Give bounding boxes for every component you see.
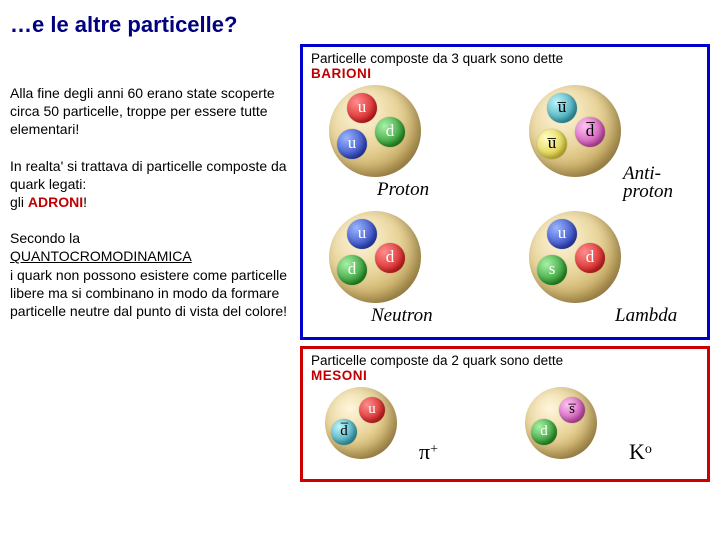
antiproton-label-2: proton <box>623 181 673 203</box>
para-adroni-prefix: gli <box>10 194 28 210</box>
keyword-qcd: QUANTOCROMODINAMICA <box>10 248 192 264</box>
proton-quark-u2: u <box>337 129 367 159</box>
kaon-symbol: K <box>629 439 645 464</box>
kaon-label: Ko <box>629 439 652 465</box>
proton-cell: u u d Proton <box>311 85 499 205</box>
qcd-line1: Secondo la <box>10 230 80 246</box>
lambda-composite: u d s <box>529 211 629 307</box>
barioni-grid: u u d Proton u̅ u̅ d̅ Anti- proton <box>311 85 699 331</box>
antiproton-cell: u̅ u̅ d̅ Anti- proton <box>511 85 699 205</box>
antiproton-quark-d: d̅ <box>575 117 605 147</box>
neutron-quark-d2: d <box>375 243 405 273</box>
kaon-composite: d s̅ <box>525 387 625 483</box>
lambda-quark-d: d <box>575 243 605 273</box>
qcd-body: i quark non possono esistere come partic… <box>10 267 287 319</box>
para-discovery: Alla fine degli anni 60 erano state scop… <box>10 84 290 139</box>
right-column: Particelle composte da 3 quark sono dett… <box>300 44 710 482</box>
para-adroni-a: In realta' si trattava di particelle com… <box>10 158 287 192</box>
kaon-quark-d: d <box>531 419 557 445</box>
lambda-quark-u: u <box>547 219 577 249</box>
para-adroni: In realta' si trattava di particelle com… <box>10 157 290 212</box>
pion-quark-u: u <box>359 397 385 423</box>
neutron-quark-d1: d <box>337 255 367 285</box>
proton-quark-d: d <box>375 117 405 147</box>
mesoni-panel: Particelle composte da 2 quark sono dett… <box>300 346 710 482</box>
mesoni-keyword: MESONI <box>311 368 367 383</box>
neutron-cell: u d d Neutron <box>311 211 499 331</box>
page-title: …e le altre particelle? <box>10 12 710 38</box>
proton-composite: u u d <box>329 85 429 181</box>
antiproton-quark-u1: u̅ <box>547 93 577 123</box>
para-adroni-suffix: ! <box>83 194 87 210</box>
neutron-label: Neutron <box>371 305 433 327</box>
proton-label: Proton <box>377 179 429 201</box>
neutron-composite: u d d <box>329 211 429 307</box>
neutron-quark-u: u <box>347 219 377 249</box>
barioni-caption: Particelle composte da 3 quark sono dett… <box>311 51 699 81</box>
barioni-panel: Particelle composte da 3 quark sono dett… <box>300 44 710 340</box>
keyword-adroni: ADRONI <box>28 194 83 210</box>
lambda-quark-s: s <box>537 255 567 285</box>
kaon-sup: o <box>645 442 652 457</box>
pion-symbol: π <box>419 439 430 464</box>
lambda-cell: u d s Lambda <box>511 211 699 331</box>
lambda-label: Lambda <box>615 305 677 327</box>
para-qcd: Secondo la QUANTOCROMODINAMICA i quark n… <box>10 229 290 320</box>
left-column: Alla fine degli anni 60 erano state scop… <box>10 44 290 482</box>
pion-cell: d̅ u π+ <box>311 387 499 473</box>
barioni-caption-text: Particelle composte da 3 quark sono dett… <box>311 51 563 66</box>
pion-quark-dbar: d̅ <box>331 419 357 445</box>
pion-composite: d̅ u <box>325 387 425 483</box>
main-layout: Alla fine degli anni 60 erano state scop… <box>10 44 710 482</box>
mesoni-grid: d̅ u π+ d s̅ Ko <box>311 387 699 473</box>
kaon-quark-sbar: s̅ <box>559 397 585 423</box>
proton-quark-u1: u <box>347 93 377 123</box>
antiproton-quark-u2: u̅ <box>537 129 567 159</box>
pion-sup: + <box>430 442 438 457</box>
kaon-cell: d s̅ Ko <box>511 387 699 473</box>
pion-label: π+ <box>419 439 438 465</box>
barioni-keyword: BARIONI <box>311 66 372 81</box>
antiproton-composite: u̅ u̅ d̅ <box>529 85 629 181</box>
mesoni-caption-text: Particelle composte da 2 quark sono dett… <box>311 353 563 368</box>
mesoni-caption: Particelle composte da 2 quark sono dett… <box>311 353 699 383</box>
